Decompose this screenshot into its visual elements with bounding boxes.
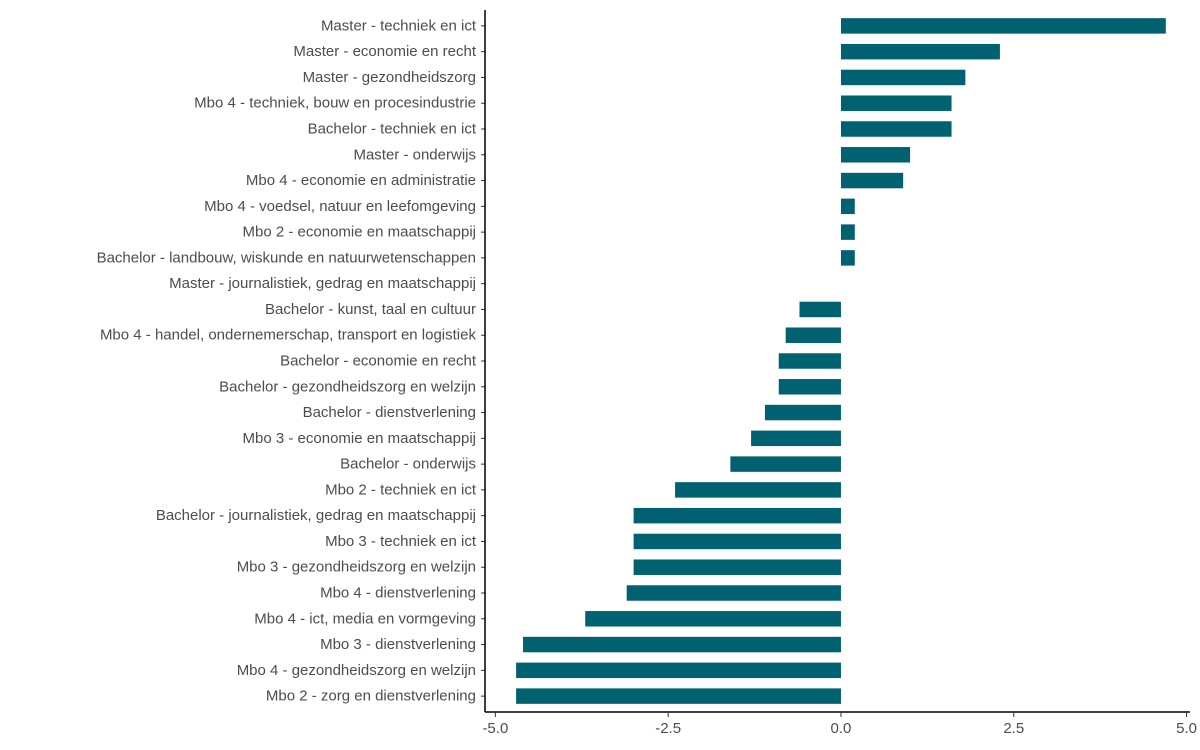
bar bbox=[840, 43, 1000, 60]
category-label: Mbo 4 - gezondheidszorg en welzijn bbox=[237, 662, 476, 679]
category-label: Mbo 4 - handel, ondernemerschap, transpo… bbox=[100, 327, 477, 344]
category-label: Bachelor - economie en recht bbox=[280, 353, 477, 370]
bar bbox=[751, 430, 841, 447]
category-label: Master - journalistiek, gedrag en maatsc… bbox=[169, 275, 476, 292]
bar bbox=[633, 559, 841, 575]
category-label: Bachelor - kunst, taal en cultuur bbox=[265, 301, 476, 318]
bar bbox=[840, 250, 855, 266]
bar bbox=[764, 404, 841, 421]
category-label: Bachelor - landbouw, wiskunde en natuurw… bbox=[97, 249, 476, 266]
bar bbox=[840, 69, 966, 86]
bar bbox=[785, 327, 841, 343]
bar bbox=[633, 507, 841, 524]
bar bbox=[799, 301, 841, 318]
category-label: Bachelor - journalistiek, gedrag en maat… bbox=[156, 507, 476, 524]
bar bbox=[516, 688, 841, 704]
category-label: Mbo 4 - techniek, bouw en procesindustri… bbox=[194, 95, 476, 112]
bar bbox=[840, 147, 911, 163]
bar bbox=[840, 224, 855, 240]
bar bbox=[840, 121, 952, 137]
x-axis-ticks: -5.0 -2.5 0.0 2.5 5.0 bbox=[482, 712, 1197, 737]
bars-group bbox=[516, 18, 1166, 704]
category-label: Master - techniek en ict bbox=[321, 17, 477, 34]
category-label: Mbo 2 - techniek en ict bbox=[325, 481, 477, 498]
bar bbox=[633, 533, 841, 550]
bar bbox=[730, 456, 841, 472]
category-label: Mbo 3 - dienstverlening bbox=[320, 636, 476, 653]
category-label: Bachelor - techniek en ict bbox=[308, 121, 477, 138]
bar bbox=[778, 379, 841, 395]
category-label: Mbo 3 - techniek en ict bbox=[325, 533, 477, 550]
bar bbox=[840, 172, 904, 189]
bar bbox=[626, 585, 841, 601]
bar bbox=[840, 198, 855, 215]
bar bbox=[778, 353, 841, 369]
category-label: Mbo 4 - dienstverlening bbox=[320, 585, 476, 602]
x-tick-label: 5.0 bbox=[1176, 720, 1197, 737]
category-label: Bachelor - gezondheidszorg en welzijn bbox=[219, 378, 476, 395]
bar bbox=[585, 611, 841, 627]
category-label: Bachelor - onderwijs bbox=[340, 456, 476, 473]
category-label: Mbo 4 - economie en administratie bbox=[246, 172, 476, 189]
bar bbox=[523, 636, 841, 653]
category-label: Master - gezondheidszorg bbox=[303, 69, 476, 86]
category-label: Mbo 3 - gezondheidszorg en welzijn bbox=[237, 559, 476, 576]
x-tick-label: 0.0 bbox=[831, 720, 852, 737]
bar bbox=[516, 662, 841, 679]
bar bbox=[840, 18, 1166, 34]
x-tick-label: -5.0 bbox=[482, 720, 508, 737]
category-label: Bachelor - dienstverlening bbox=[303, 404, 476, 421]
bar bbox=[840, 95, 952, 111]
category-labels: Master - techniek en ict Master - economi… bbox=[97, 17, 485, 705]
category-label: Mbo 4 - voedsel, natuur en leefomgeving bbox=[204, 198, 476, 215]
bar bbox=[675, 482, 841, 498]
x-tick-label: 2.5 bbox=[1003, 720, 1024, 737]
category-label: Mbo 3 - economie en maatschappij bbox=[243, 430, 476, 447]
category-label: Mbo 2 - zorg en dienstverlening bbox=[266, 688, 476, 705]
category-label: Mbo 2 - economie en maatschappij bbox=[243, 224, 476, 241]
category-label: Master - onderwijs bbox=[353, 146, 476, 163]
category-label: Master - economie en recht bbox=[293, 43, 476, 60]
x-tick-label: -2.5 bbox=[655, 720, 681, 737]
category-label: Mbo 4 - ict, media en vormgeving bbox=[254, 610, 476, 627]
